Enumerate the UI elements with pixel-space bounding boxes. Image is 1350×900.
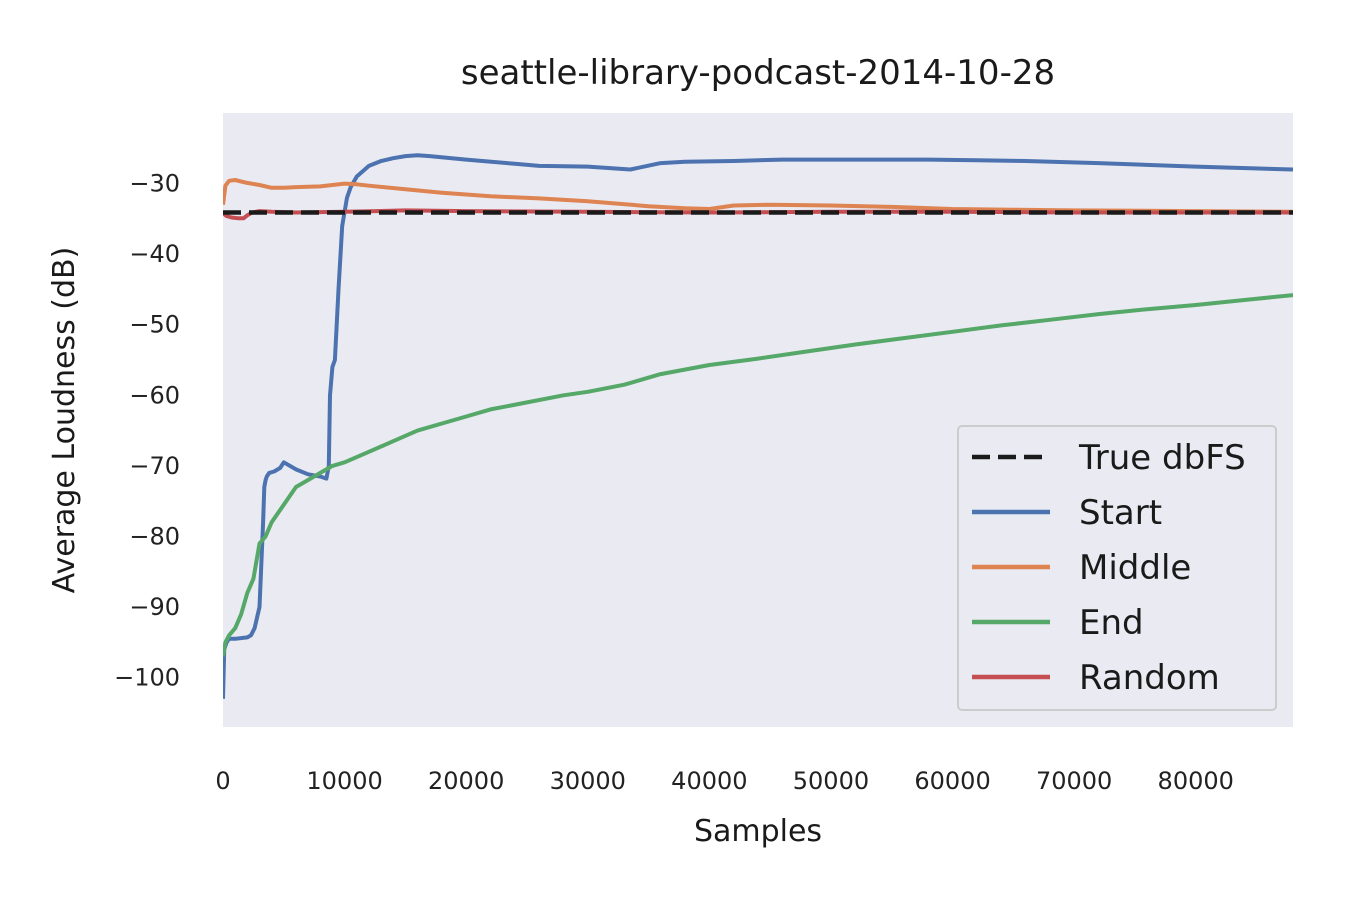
- series-line-end: [223, 293, 1293, 657]
- x-tick-label: 20000: [428, 767, 504, 795]
- x-tick-label: 60000: [914, 767, 990, 795]
- legend-label: End: [1079, 603, 1144, 643]
- y-tick-label: −80: [129, 522, 180, 550]
- x-tick-label: 0: [215, 767, 230, 795]
- legend-label: True dbFS: [1078, 438, 1246, 478]
- series-lines: [223, 153, 1293, 699]
- y-tick-label: −30: [129, 170, 180, 198]
- y-axis-label: Average Loudness (dB): [47, 247, 82, 594]
- y-axis-ticks: −30 −40 −50 −60 −70 −80 −90 −100: [114, 170, 180, 692]
- x-tick-label: 40000: [671, 767, 747, 795]
- legend-label: Middle: [1079, 548, 1191, 588]
- series-line-start: [223, 153, 1293, 699]
- y-tick-label: −70: [129, 452, 180, 480]
- x-tick-label: 70000: [1036, 767, 1112, 795]
- y-tick-label: −50: [129, 311, 180, 339]
- legend-box: [957, 425, 1277, 711]
- y-tick-label: −40: [129, 240, 180, 268]
- x-tick-label: 30000: [550, 767, 626, 795]
- legend: True dbFS Start Middle End Random: [957, 425, 1277, 711]
- x-tick-label: 50000: [793, 767, 869, 795]
- x-axis-ticks: 0 10000 20000 30000 40000 50000 60000 70000 8000…: [215, 767, 1234, 795]
- legend-label: Start: [1079, 493, 1162, 533]
- y-tick-label: −100: [114, 664, 180, 692]
- y-tick-label: −90: [129, 593, 180, 621]
- y-tick-label: −60: [129, 381, 180, 409]
- x-tick-label: 80000: [1158, 767, 1234, 795]
- series-line-middle: [223, 178, 1293, 214]
- legend-label: Random: [1079, 658, 1220, 698]
- x-axis-label: Samples: [694, 814, 822, 849]
- x-tick-label: 10000: [306, 767, 382, 795]
- chart-title: seattle-library-podcast-2014-10-28: [461, 53, 1055, 93]
